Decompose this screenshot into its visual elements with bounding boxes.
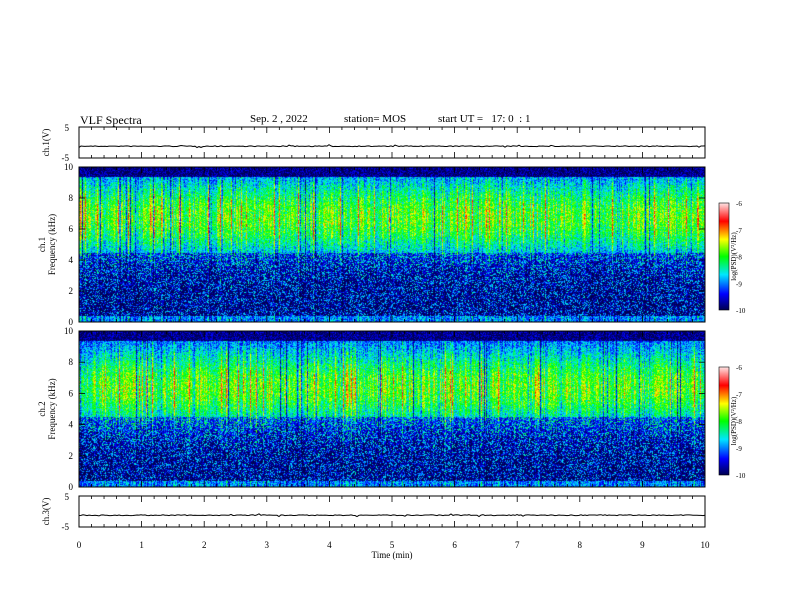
spectrogram-ch1-ytick-label: 6 <box>69 224 74 234</box>
x-tick-label: 2 <box>202 540 207 550</box>
spectrogram-ch1-ytick-label: 2 <box>69 286 74 296</box>
spectrogram-ch1-colorbar-tick: -9 <box>736 280 742 288</box>
spectrogram-ch1-ylabel: Frequency (kHz) <box>47 214 57 275</box>
spectrogram-ch2-colorbar <box>718 366 730 476</box>
spectrogram-ch1-colorbar-tick: -7 <box>736 227 742 235</box>
x-tick-label: 7 <box>515 540 520 550</box>
spectrogram-ch2-ylabel: ch.2 <box>37 401 47 416</box>
spectrogram-ch2-ytick-label: 0 <box>69 482 74 492</box>
x-tick-label: 3 <box>265 540 270 550</box>
waveform-ch1-ylabel: ch.1(V) <box>41 129 51 157</box>
figure-title: VLF Spectra <box>80 113 142 127</box>
waveform-ch3-ytick-label: -5 <box>62 522 70 532</box>
waveform-ch3-ylabel: ch.3(V) <box>41 498 51 526</box>
station-label: station= MOS <box>344 113 407 125</box>
spectrogram-ch2-ytick-label: 6 <box>69 388 74 398</box>
x-tick-label: 5 <box>390 540 395 550</box>
x-tick-label: 4 <box>327 540 332 550</box>
spectrogram-ch2-image <box>79 331 705 487</box>
spectrogram-ch2-colorbar-tick: -10 <box>736 472 746 480</box>
spectrogram-ch1-image <box>79 167 705 322</box>
spectrogram-ch2-colorbar-tick: -8 <box>736 418 742 426</box>
spectrogram-ch1-ytick-label: 0 <box>69 317 74 327</box>
spectrogram-ch2-colorbar-tick: -6 <box>736 364 742 372</box>
x-axis-label: Time (min) <box>372 550 413 560</box>
spectrogram-ch2-colorbar-tick: -9 <box>736 445 742 453</box>
spectrogram-ch1-colorbar-label: log(PSD)(V²/Hz) <box>730 232 738 281</box>
spectrogram-ch2-colorbar-label: log(PSD)(V²/Hz) <box>730 396 738 445</box>
spectrogram-ch1-ytick-label: 8 <box>69 193 74 203</box>
x-tick-label: 10 <box>701 540 711 550</box>
date-label: Sep. 2 , 2022 <box>250 113 308 125</box>
spectrogram-ch2-ylabel: Frequency (kHz) <box>47 378 57 439</box>
x-tick-label: 9 <box>640 540 645 550</box>
spectrogram-ch2-ytick-label: 2 <box>69 451 74 461</box>
waveform-ch3-ytick-label: 5 <box>65 492 70 502</box>
start-ut-label: start UT = 17: 0 : 1 <box>438 113 531 125</box>
spectrogram-ch1-ytick-label: 4 <box>69 255 74 265</box>
spectrogram-ch1-colorbar <box>718 202 730 311</box>
x-tick-label: 0 <box>77 540 82 550</box>
x-tick-label: 6 <box>452 540 457 550</box>
spectrogram-ch1-ytick-label: 10 <box>64 162 74 172</box>
x-tick-label: 8 <box>578 540 583 550</box>
waveform-ch1-ytick-label: -5 <box>62 153 70 163</box>
waveform-ch3-trace <box>78 513 706 518</box>
waveform-ch1-ytick-label: 5 <box>65 123 70 133</box>
spectrogram-ch1-colorbar-tick: -10 <box>736 307 746 315</box>
spectrogram-ch2-ytick-label: 4 <box>69 420 74 430</box>
spectrogram-ch2-ytick-label: 10 <box>64 326 74 336</box>
waveform-ch1-trace <box>78 144 706 149</box>
spectrogram-ch2-ytick-label: 8 <box>69 357 74 367</box>
spectrogram-ch1-ylabel: ch.1 <box>37 237 47 252</box>
spectrogram-ch1-colorbar-tick: -8 <box>736 254 742 262</box>
spectrogram-ch1-colorbar-tick: -6 <box>736 200 742 208</box>
x-tick-label: 1 <box>139 540 144 550</box>
spectrogram-ch2-colorbar-tick: -7 <box>736 391 742 399</box>
